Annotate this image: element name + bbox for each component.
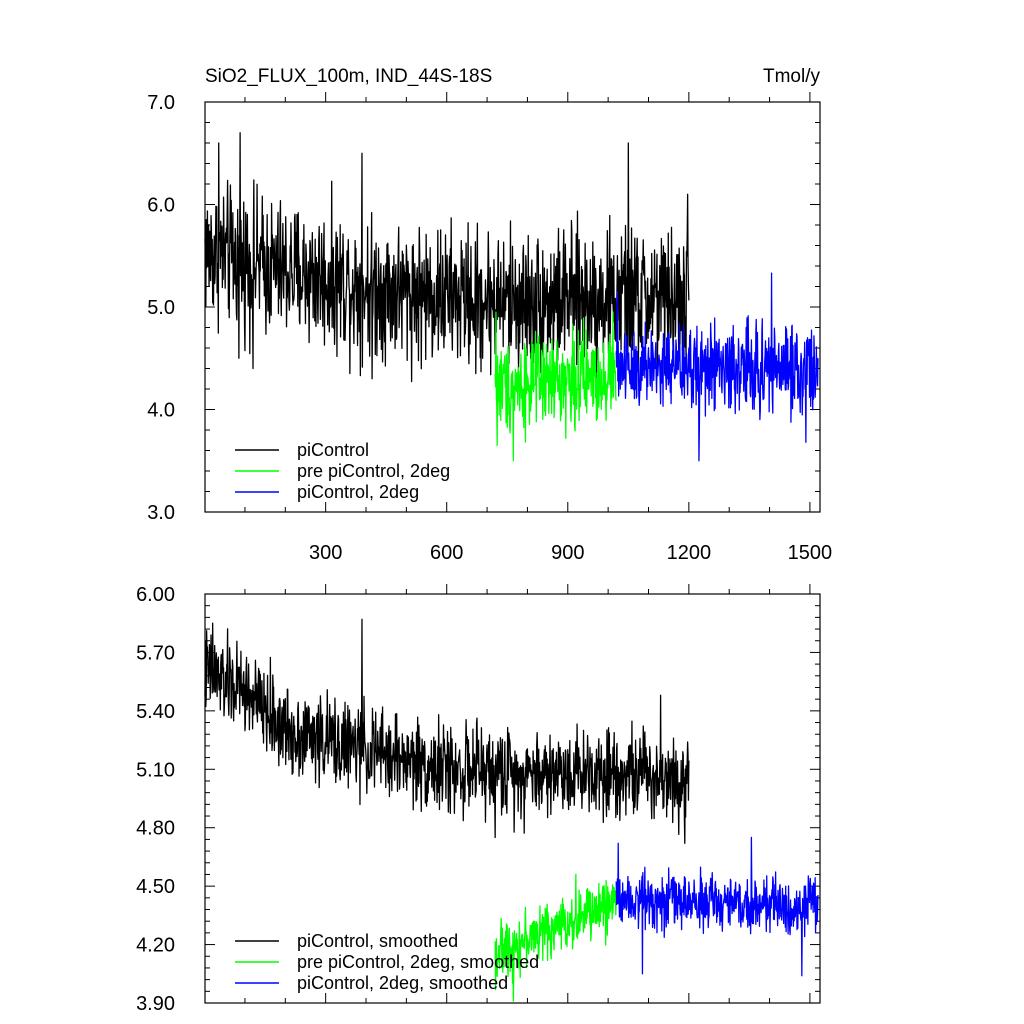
x-tick-label: 600 bbox=[430, 542, 463, 564]
series-line-picontrol-2deg-smoothed bbox=[615, 836, 819, 977]
legend-label: piControl bbox=[297, 440, 369, 460]
top-x-tick-labels: 300 600 900 1200 1500 bbox=[309, 542, 832, 564]
y-tick-label: 5.70 bbox=[136, 642, 175, 664]
x-tick-label: 1200 bbox=[667, 542, 712, 564]
y-tick-label: 4.80 bbox=[136, 818, 175, 840]
y-tick-label: 5.0 bbox=[147, 297, 175, 319]
series-line-pre-picontrol-2deg-smoothed bbox=[494, 873, 617, 1002]
bottom-series-group bbox=[204, 618, 819, 1002]
legend-label: piControl, 2deg, smoothed bbox=[297, 973, 508, 993]
legend-label: pre piControl, 2deg, smoothed bbox=[297, 952, 539, 972]
series-line-picontrol-smoothed bbox=[204, 618, 690, 844]
units-label: Tmol/y bbox=[763, 66, 821, 87]
y-tick-label: 6.00 bbox=[136, 584, 175, 606]
y-tick-label: 5.40 bbox=[136, 701, 175, 723]
top-panel: 3.0 4.0 5.0 6.0 7.0 300 600 900 1200 1500 piCont… bbox=[147, 92, 832, 564]
legend-label: piControl, 2deg bbox=[297, 482, 419, 502]
top-y-tick-labels: 3.0 4.0 5.0 6.0 7.0 bbox=[147, 92, 175, 524]
top-plot-frame bbox=[204, 101, 821, 513]
y-tick-label: 7.0 bbox=[147, 92, 175, 114]
x-tick-label: 900 bbox=[551, 542, 584, 564]
bottom-plot-frame bbox=[204, 593, 821, 1004]
y-tick-label: 3.0 bbox=[147, 502, 175, 524]
legend-label: pre piControl, 2deg bbox=[297, 461, 450, 481]
legend-label: piControl, smoothed bbox=[297, 931, 458, 951]
series-line-picontrol-2deg bbox=[615, 272, 819, 462]
y-tick-label: 4.0 bbox=[147, 400, 175, 422]
series-line-pre-picontrol-2deg bbox=[494, 311, 617, 462]
series-line-picontrol bbox=[204, 132, 690, 383]
y-tick-label: 5.10 bbox=[136, 759, 175, 781]
y-tick-label: 4.20 bbox=[136, 935, 175, 957]
x-tick-label: 1500 bbox=[788, 542, 833, 564]
bottom-y-tick-labels: 3.90 4.20 4.50 4.80 5.10 5.40 5.70 6.00 bbox=[136, 584, 175, 1015]
y-tick-label: 6.0 bbox=[147, 195, 175, 217]
top-series-group bbox=[204, 132, 819, 462]
y-tick-label: 3.90 bbox=[136, 993, 175, 1015]
top-axis-ticks bbox=[205, 92, 820, 513]
x-tick-label: 300 bbox=[309, 542, 342, 564]
y-tick-label: 4.50 bbox=[136, 876, 175, 898]
bottom-panel: 3.90 4.20 4.50 4.80 5.10 5.40 5.70 6.00 piContr… bbox=[136, 584, 821, 1015]
chart-title: SiO2_FLUX_100m, IND_44S-18S bbox=[205, 66, 492, 87]
